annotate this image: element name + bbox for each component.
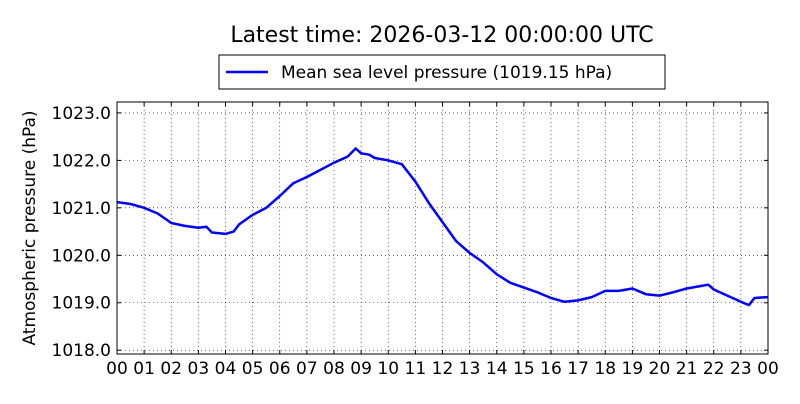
x-tick-label: 04 [215, 359, 237, 379]
y-axis-label: Atmospheric pressure (hPa) [20, 110, 40, 345]
x-tick-label: 00 [106, 359, 128, 379]
x-tick-label: 21 [676, 359, 698, 379]
series-line-mslp [116, 147, 769, 307]
y-tick-label: 1021.0 [52, 199, 111, 219]
x-tick-label: 01 [133, 359, 155, 379]
x-tick-label: 20 [649, 359, 671, 379]
legend: Mean sea level pressure (1019.15 hPa) [218, 54, 666, 90]
x-tick-label: 09 [350, 359, 372, 379]
x-tick-label: 16 [540, 359, 562, 379]
x-tick-label: 06 [269, 359, 291, 379]
x-tick-label: 12 [432, 359, 454, 379]
x-tick-label: 15 [513, 359, 535, 379]
x-tick-label: 11 [405, 359, 427, 379]
plot-frame [116, 101, 769, 355]
x-tick-label: 13 [459, 359, 481, 379]
legend-label: Mean sea level pressure (1019.15 hPa) [281, 63, 612, 83]
x-tick-label: 05 [242, 359, 264, 379]
x-tick-label: 07 [296, 359, 318, 379]
y-tick-label: 1019.0 [52, 294, 111, 314]
y-tick-label: 1023.0 [52, 104, 111, 124]
x-tick-label: 18 [594, 359, 616, 379]
legend-box [218, 54, 666, 90]
x-tick-label: 08 [323, 359, 345, 379]
x-tick-label: 23 [730, 359, 752, 379]
y-tick-label: 1018.0 [52, 341, 111, 361]
x-tick-label: 17 [567, 359, 589, 379]
y-tick-label: 1022.0 [52, 151, 111, 171]
x-tick-label: 00 [757, 359, 779, 379]
x-tick-label: 10 [377, 359, 399, 379]
x-tick-label: 02 [160, 359, 182, 379]
x-tick-label: 03 [188, 359, 210, 379]
x-tick-label: 19 [622, 359, 644, 379]
chart-title: Latest time: 2026-03-12 00:00:00 UTC [230, 23, 653, 48]
x-tick-label: 22 [703, 359, 725, 379]
x-tick-label: 14 [486, 359, 508, 379]
y-tick-label: 1020.0 [52, 246, 111, 266]
